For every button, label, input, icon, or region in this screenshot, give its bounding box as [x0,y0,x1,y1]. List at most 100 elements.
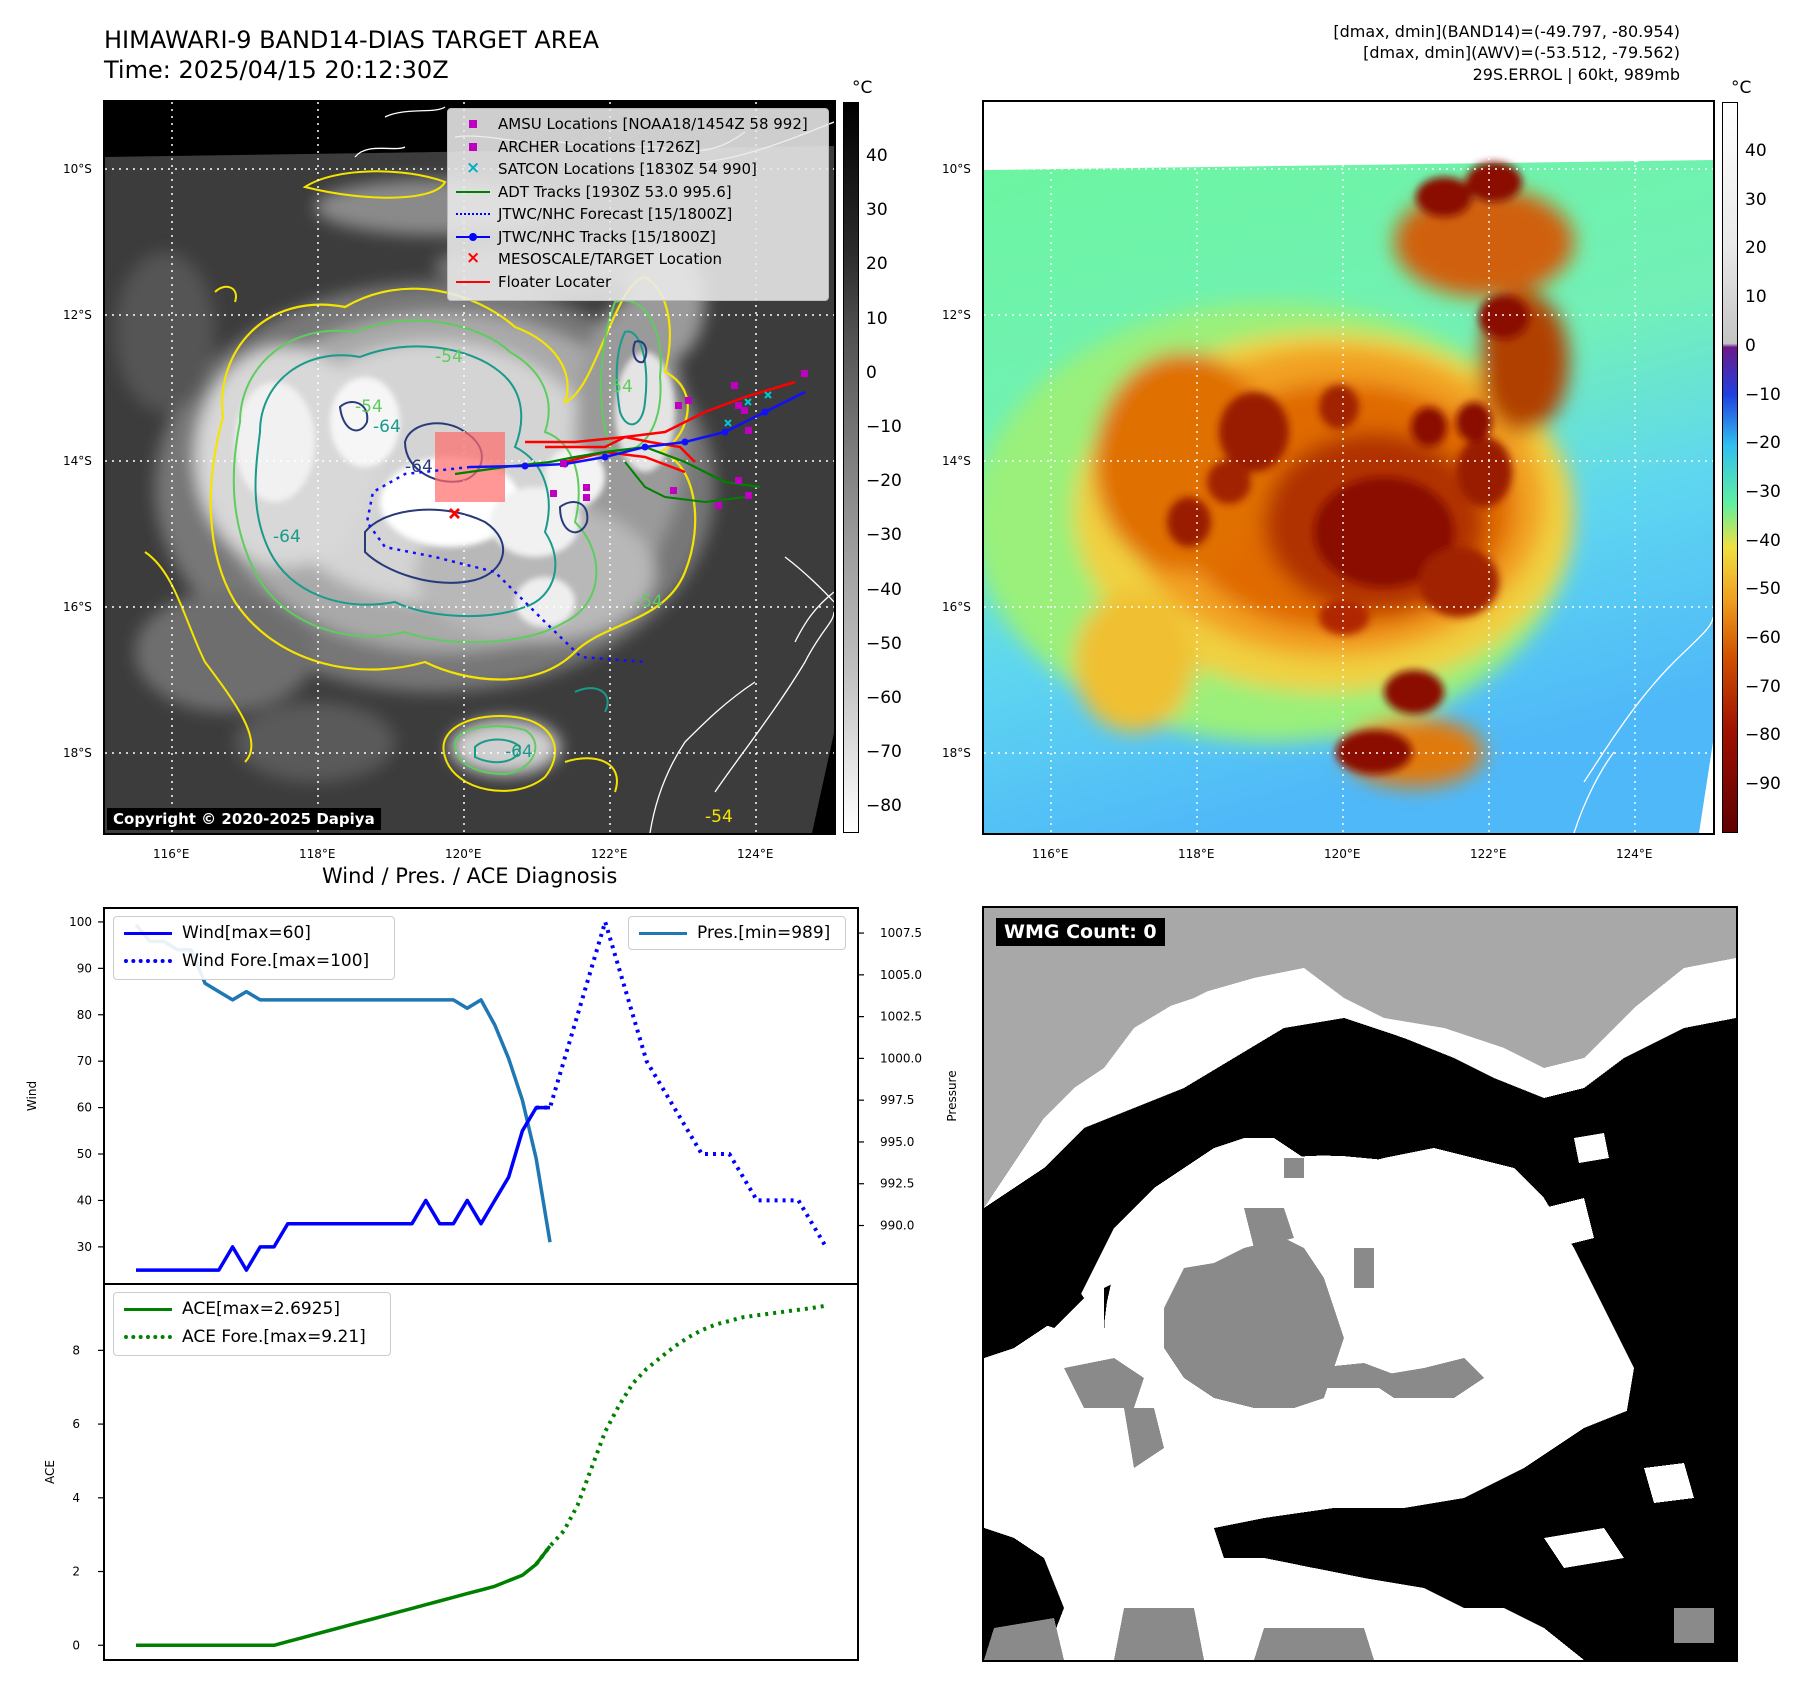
colorbar-tick: −20 [1745,433,1781,454]
pressure-tick-label: 1005.0 [880,968,922,982]
legend-wind-fore: Wind Fore.[max=100] [124,947,384,975]
colorbar-tick: −80 [1745,725,1781,746]
contour-label: -54 [435,347,463,367]
contour-label: -64 [405,457,433,477]
copyright-label: Copyright © 2020-2025 Dapiya [107,808,381,830]
lat-tick-label: 12°S [942,308,971,322]
figure-time: Time: 2025/04/15 20:12:30Z [104,56,449,84]
legend-ace: ACE[max=2.6925] [124,1295,380,1323]
legend-item-archer: ARCHER Locations [1726Z] [456,136,820,159]
wmg-panel: WMG Count: 0 [982,906,1738,1662]
colorbar-tick: 20 [866,254,888,275]
ir-map-panel: -54 -64 -64 -64 -54 -54 -64 -54 -54 [103,100,836,835]
colorbar-unit: °C [852,78,873,98]
pressure-tick-label: 995.0 [880,1135,914,1149]
colorbar-tick: 10 [866,308,888,329]
contour-label: -54 [355,397,383,417]
lat-tick-label: 18°S [942,746,971,760]
contour-label: -54 [705,807,733,827]
pressure-tick-label: 1002.5 [880,1010,922,1024]
ace-series-line [136,1545,552,1648]
pressure-tick-label: 992.5 [880,1177,914,1191]
lat-tick-label: 10°S [942,162,971,176]
wind-axis-label: Wind [25,1081,39,1111]
ace-axis-label: ACE [43,1460,57,1484]
figure-title: HIMAWARI-9 BAND14-DIAS TARGET AREA [104,26,600,54]
lat-tick-label: 10°S [63,162,92,176]
ir-map-image: -54 -64 -64 -64 -54 -54 -64 -54 -54 [105,102,834,833]
colorbar-tick: 40 [1745,141,1767,161]
legend-item-amsu: AMSU Locations [NOAA18/1454Z 58 992] [456,113,820,136]
legend-ace-fore: ACE Fore.[max=9.21] [124,1323,380,1351]
colorbar-tick: 40 [866,146,888,166]
lat-tick-label: 16°S [942,600,971,614]
wind-tick-label: 80 [77,1008,92,1022]
wind-forecast-series-line [536,919,828,1248]
lon-tick-label: 124°E [1616,847,1653,861]
legend-wind: Wind[max=60] [124,919,384,947]
lon-tick-label: 124°E [737,847,774,861]
contour-label: -54 [635,592,663,612]
wind-tick-label: 60 [77,1101,92,1115]
contour-label: -64 [373,417,401,437]
lon-tick-label: 118°E [1178,847,1215,861]
colorbar-tick: 30 [1745,189,1767,210]
colorbar-tick: −70 [866,742,902,763]
wind-legend: Wind[max=60] Wind Fore.[max=100] [113,916,395,980]
ace-tick-label: 6 [72,1417,80,1431]
ace-forecast-series-line [534,1303,827,1566]
colorbar-tick: −20 [866,471,902,492]
colorbar-tick: −30 [866,525,902,546]
map-legend: AMSU Locations [NOAA18/1454Z 58 992] ARC… [447,108,829,301]
contour-label: -64 [273,527,301,547]
colorbar-tick: −40 [866,579,902,600]
colorbar-tick: −60 [1745,628,1781,648]
lon-tick-label: 120°E [1324,847,1361,861]
diagnosis-title: Wind / Pres. / ACE Diagnosis [322,864,618,888]
legend-item-jtwc-tracks: JTWC/NHC Tracks [15/1800Z] [456,226,820,249]
awv-colorbar [1722,102,1738,833]
lat-tick-label: 12°S [63,308,92,322]
wmg-count-label: WMG Count: 0 [996,918,1165,946]
legend-item-adt: ADT Tracks [1930Z 53.0 995.6] [456,181,820,204]
legend-pressure: Pres.[min=989] [639,919,835,947]
colorbar-tick: 20 [1745,238,1767,259]
contour-label: -54 [605,377,633,397]
legend-item-jtwc-forecast: JTWC/NHC Forecast [15/1800Z] [456,203,820,226]
ace-plot-frame [103,1283,859,1661]
lon-tick-label: 122°E [591,847,628,861]
wind-series-line [136,1105,550,1272]
colorbar-tick: −80 [866,796,902,817]
pressure-axis-label: Pressure [945,1070,959,1121]
wind-tick-label: 100 [69,915,92,929]
ace-tick-label: 0 [72,1638,80,1652]
colorbar-tick: −90 [1745,774,1781,795]
colorbar-tick: 10 [1745,287,1767,308]
awv-map-image [984,102,1713,833]
ace-tick-label: 8 [72,1343,80,1357]
lon-tick-label: 116°E [1032,847,1069,861]
mesoscale-target-marker [449,508,460,519]
legend-item-floater: Floater Locater [456,271,820,294]
colorbar-tick: −70 [1745,676,1781,697]
storm-info: 29S.ERROL | 60kt, 989mb [1472,65,1680,84]
legend-item-satcon: × SATCON Locations [1830Z 54 990] [466,158,757,179]
floater-track [525,380,796,444]
colorbar-tick: 0 [866,362,877,383]
lon-tick-label: 118°E [299,847,336,861]
colorbar-tick: 30 [866,200,888,221]
ace-tick-label: 2 [72,1565,80,1579]
contour-label: -64 [505,742,533,762]
wmg-image [984,908,1736,1660]
ir-colorbar [843,102,859,833]
pressure-tick-label: 990.0 [880,1219,914,1233]
colorbar-tick: −10 [866,417,902,437]
lat-tick-label: 18°S [63,746,92,760]
pressure-legend: Pres.[min=989] [628,916,846,950]
awv-map-panel [982,100,1715,835]
ace-tick-label: 4 [72,1491,80,1505]
wind-tick-label: 50 [77,1147,92,1161]
ace-legend: ACE[max=2.6925] ACE Fore.[max=9.21] [113,1292,391,1356]
lon-tick-label: 120°E [445,847,482,861]
colorbar-tick: 0 [1745,335,1756,356]
